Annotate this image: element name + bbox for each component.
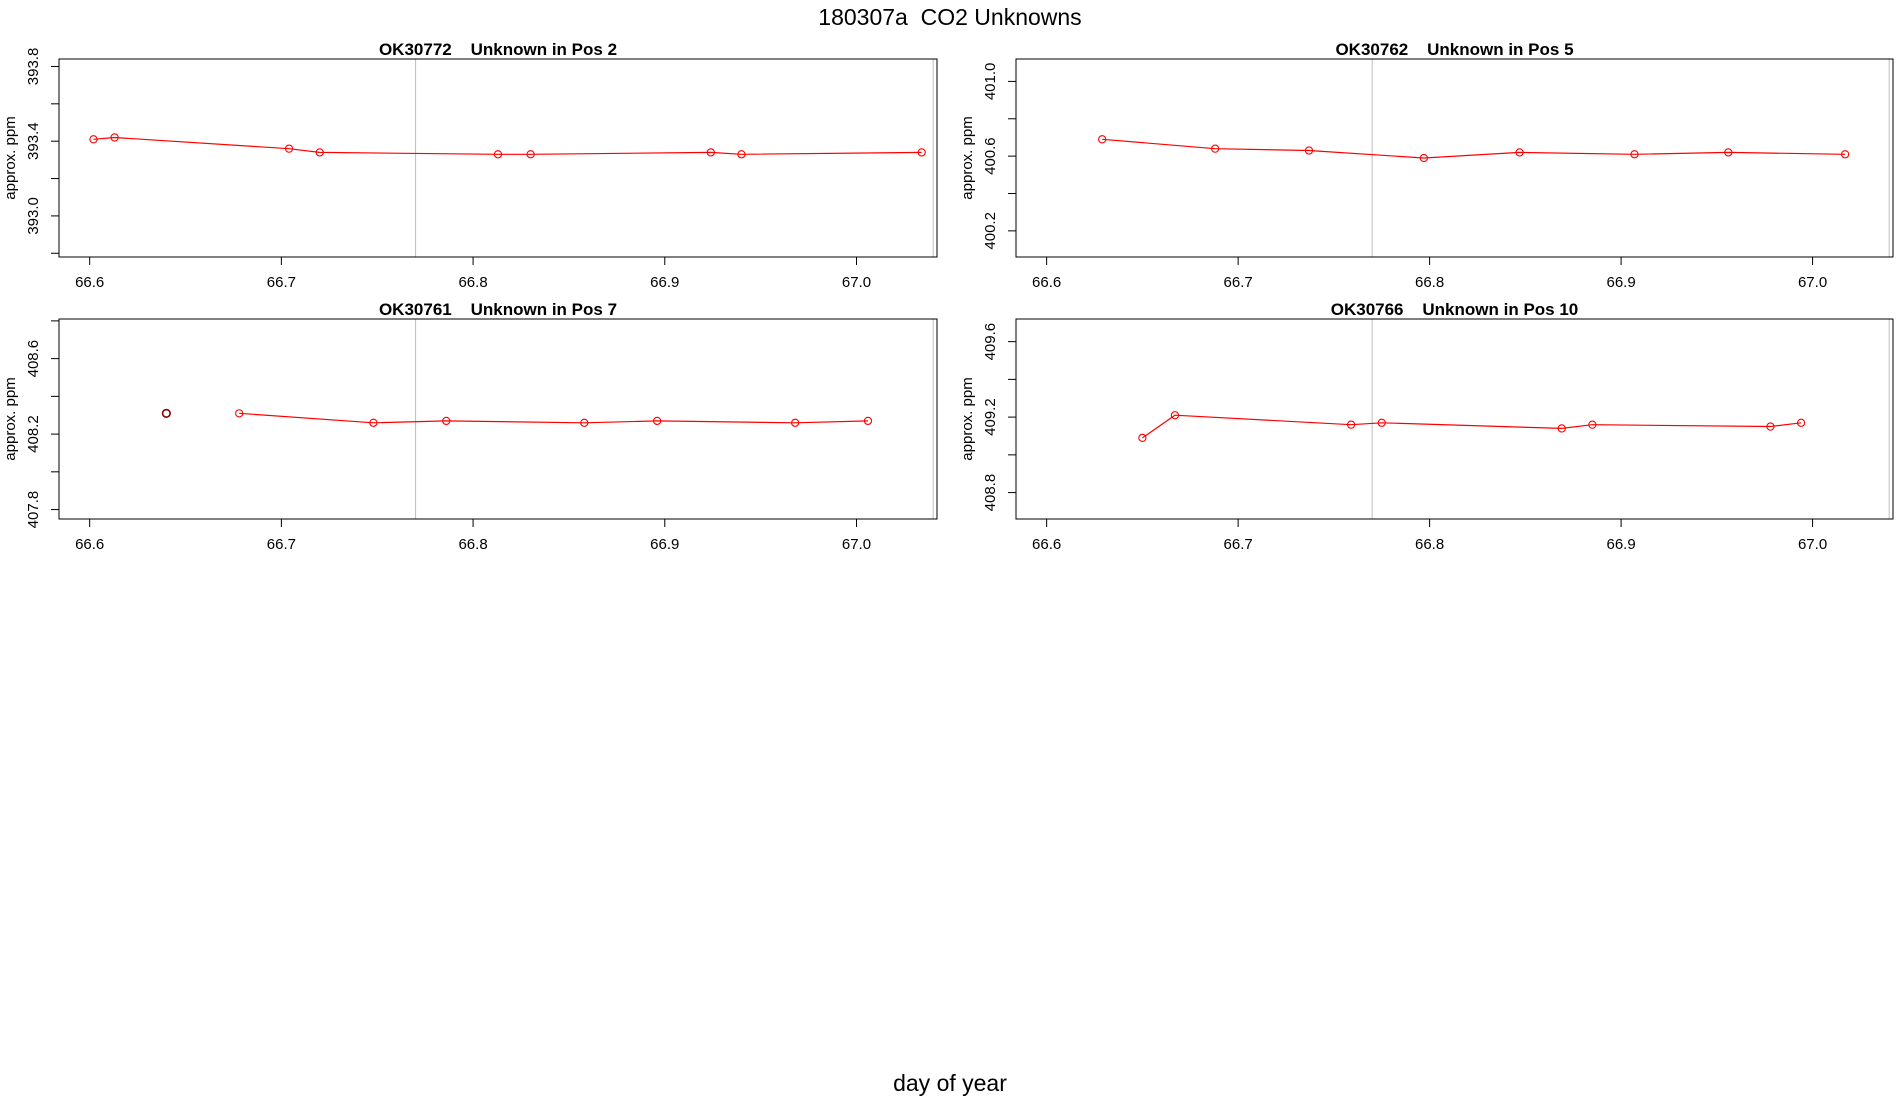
x-tick-label: 67.0 [1798,274,1827,291]
y-tick-label: 400.6 [982,137,999,175]
y-axis-label: approx. ppm [2,377,19,460]
data-point [1515,148,1524,157]
data-point [580,418,589,427]
figure-title: 180307a CO2 Unknowns [818,4,1082,30]
x-tick-label: 66.9 [650,536,679,553]
data-point [110,133,119,142]
panel-title: OK30772 Unknown in Pos 2 [379,40,617,59]
data-point [1766,422,1775,431]
data-point [1419,153,1429,163]
data-point [89,135,98,144]
y-tick-label: 407.8 [25,491,42,529]
x-tick-label: 66.6 [1032,274,1061,291]
data-point [1138,433,1147,443]
y-axis-label: approx. ppm [2,116,19,199]
y-tick-label: 393.4 [25,122,42,160]
chart-panel-1: OK30772 Unknown in Pos 2 66.6 66.7 66.8 66.9… [2,40,938,291]
data-point [284,144,294,153]
chart-panel-2: OK30762 Unknown in Pos 5 66.6 66.7 66.8 66.9… [959,40,1894,291]
y-axis-label: approx. ppm [959,377,976,460]
data-point [369,418,378,427]
data-point [526,150,535,159]
data-point [1588,420,1597,429]
data-point [315,148,324,157]
series-line [93,136,922,155]
figure-x-axis-label: day of year [893,1070,1007,1096]
y-tick-label: 408.6 [25,340,42,378]
plot-frame [1015,318,1894,520]
data-point [917,148,926,157]
panel-title: OK30766 Unknown in Pos 10 [1331,300,1579,319]
x-tick-label: 67.0 [842,274,871,291]
plot-frame [58,318,938,520]
x-tick-label: 66.9 [650,274,679,291]
y-axis-label: approx. ppm [959,116,976,199]
data-point [1796,418,1806,427]
x-tick-label: 66.8 [458,274,487,291]
x-tick-label: 66.6 [75,274,104,291]
data-point [1840,150,1850,159]
data-point [1098,135,1107,144]
data-point [1304,146,1314,155]
data-point [493,150,503,159]
y-tick-label: 408.2 [25,415,42,453]
x-tick-label: 67.0 [1798,536,1827,553]
data-point [1557,424,1566,433]
panel-title: OK30761 Unknown in Pos 7 [379,300,617,319]
data-point [1170,411,1180,420]
x-tick-label: 66.8 [1415,274,1444,291]
x-tick-label: 66.9 [1606,536,1635,553]
series-line [1102,138,1846,159]
data-point [737,150,746,159]
outlier-point [161,408,171,418]
series-line [1142,414,1802,439]
x-tick-label: 66.6 [75,536,104,553]
data-point [442,416,451,426]
y-tick-label: 400.2 [982,212,999,250]
plot-frame [58,58,938,258]
data-point [652,416,662,426]
y-tick-label: 409.2 [982,398,999,436]
data-point [1377,418,1386,427]
data-point [1724,148,1733,157]
data-point [235,409,244,418]
x-tick-label: 66.9 [1606,274,1635,291]
y-tick-label: 409.6 [982,323,999,361]
chart-panel-3: OK30761 Unknown in Pos 7 66.6 66.7 66.8 66.9… [2,300,938,553]
data-point [1346,420,1356,429]
data-point [1210,144,1220,153]
x-tick-label: 66.8 [1415,536,1444,553]
x-tick-label: 66.8 [458,536,487,553]
plot-frame [1015,58,1894,258]
data-point [790,418,800,427]
x-tick-label: 66.7 [1224,274,1253,291]
panel-title: OK30762 Unknown in Pos 5 [1335,40,1573,59]
y-tick-label: 393.8 [25,48,42,86]
x-tick-label: 66.6 [1032,536,1061,553]
chart-panel-4: OK30766 Unknown in Pos 10 66.6 66.7 66.8 66.… [959,300,1894,553]
data-point [863,416,873,426]
x-tick-label: 67.0 [842,536,871,553]
data-point [706,148,715,157]
y-tick-label: 408.8 [982,474,999,512]
x-tick-label: 66.7 [1224,536,1253,553]
y-tick-label: 401.0 [982,63,999,101]
y-tick-label: 393.0 [25,197,42,235]
series-line [239,412,869,424]
data-point [1630,150,1639,159]
x-tick-label: 66.7 [267,274,296,291]
x-tick-label: 66.7 [267,536,296,553]
